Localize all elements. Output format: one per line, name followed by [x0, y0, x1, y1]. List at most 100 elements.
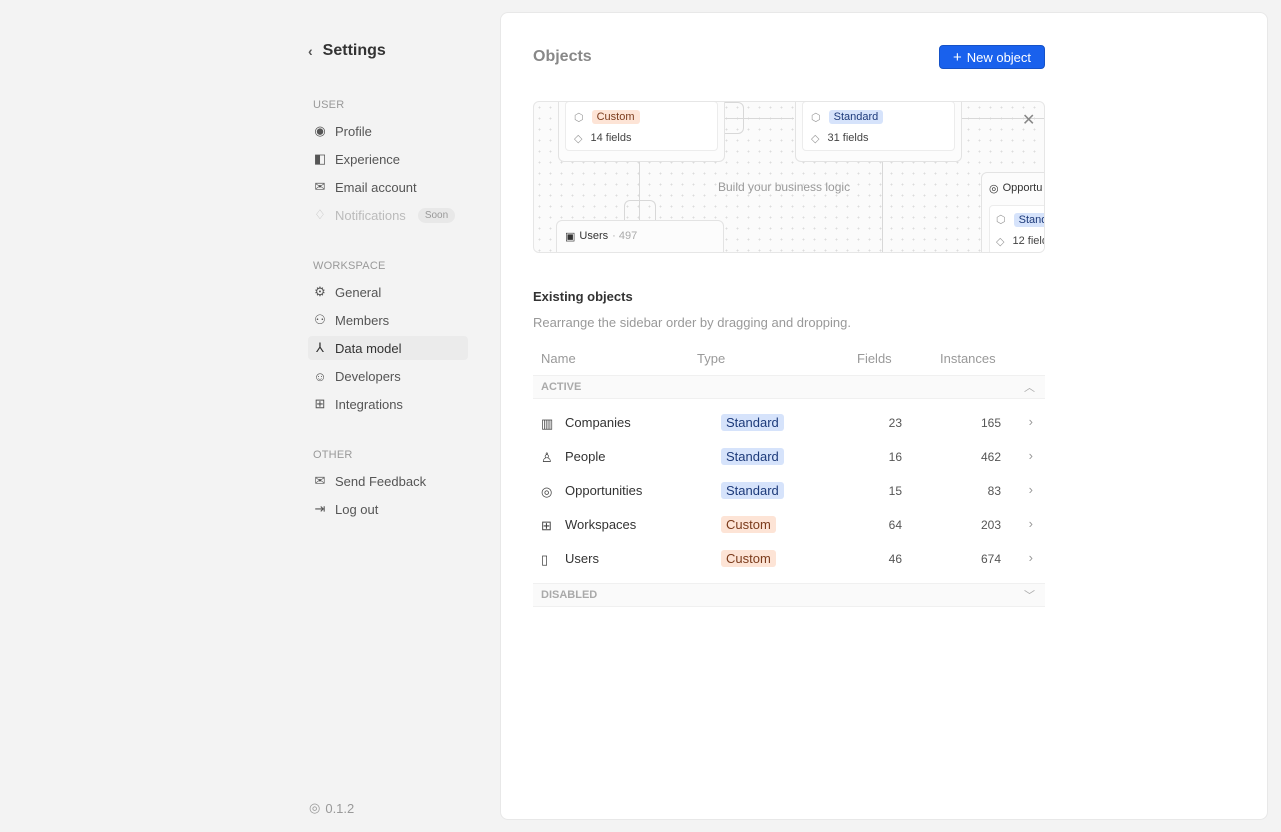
table-row[interactable]: ▥ Companies Standard 23 165 › [533, 406, 1045, 440]
table-row[interactable]: ♙ People Standard 16 462 › [533, 440, 1045, 474]
logout-icon: ⇥ [314, 501, 326, 516]
apps-icon: ⊞ [314, 396, 326, 411]
target-icon: ◎ [541, 484, 553, 499]
fields-count: 12 field [1012, 235, 1045, 247]
tag-icon: ◇ [811, 133, 820, 145]
sidebar-item-developers[interactable]: ☺ Developers [308, 364, 468, 388]
cube-icon: ⬡ [574, 111, 584, 124]
sidebar-item-label: Experience [335, 151, 401, 167]
type-badge: Standard [721, 482, 784, 499]
data-model-banner: ⬡ Custom ◇ 14 fields ⬡ Standard ◇ 31 fields … [533, 101, 1045, 253]
fields-count: 46 [888, 552, 902, 566]
card-name: Users [579, 230, 609, 242]
back-to-settings[interactable]: ‹ Settings [308, 42, 386, 60]
plus-icon: + [952, 48, 962, 66]
chevron-right-icon[interactable]: › [1028, 516, 1033, 531]
table-row[interactable]: ⊞ Workspaces Custom 64 203 › [533, 508, 1045, 542]
sidebar-item-label: Profile [335, 123, 372, 139]
col-name: Name [541, 351, 576, 366]
sidebar-item-notifications[interactable]: ♢ Notifications Soon [308, 203, 468, 227]
settings-title: Settings [322, 42, 386, 59]
sidebar-item-send-feedback[interactable]: ✉ Send Feedback [308, 469, 468, 493]
object-name: Opportunities [565, 483, 643, 498]
col-fields: Fields [857, 351, 892, 366]
group-active[interactable]: ACTIVE ︿ [533, 375, 1045, 399]
banner-card-custom: ⬡ Custom ◇ 14 fields [558, 102, 725, 162]
chevron-right-icon[interactable]: › [1028, 414, 1033, 429]
chevron-up-icon: ︿ [1024, 382, 1035, 394]
badge: Stand [1013, 213, 1044, 227]
tag-icon: ◇ [574, 133, 583, 145]
apps-icon: ⊞ [541, 518, 552, 533]
sidebar-item-label: General [335, 284, 382, 300]
version-label: 0.1.2 [325, 800, 355, 816]
instances-count: 83 [987, 484, 1001, 498]
robot-icon: ☺ [313, 368, 327, 384]
sidebar-item-log-out[interactable]: ⇥ Log out [308, 497, 468, 521]
section-workspace: WORKSPACE [313, 260, 386, 272]
user-icon: ♙ [541, 450, 553, 465]
bell-icon: ♢ [314, 207, 326, 222]
sidebar-item-general[interactable]: ⚙ General [308, 280, 468, 304]
instances-count: 165 [980, 416, 1001, 430]
hierarchy-icon: ⅄ [316, 340, 324, 355]
sidebar-item-label: Email account [335, 179, 417, 195]
fields-count: 31 fields [827, 132, 869, 144]
sidebar-item-experience[interactable]: ◧ Experience [308, 147, 468, 171]
section-other: OTHER [313, 449, 353, 461]
type-badge: Custom [721, 550, 776, 567]
soon-badge: Soon [417, 207, 456, 223]
color-swatch-icon: ◧ [313, 151, 327, 166]
target-icon: ◎ [989, 183, 999, 195]
table-row[interactable]: ◎ Opportunities Standard 15 83 › [533, 474, 1045, 508]
table-row[interactable]: ▯ Users Custom 46 674 › [533, 542, 1045, 576]
banner-card-users: ▣ Users · 497 [556, 220, 724, 252]
sidebar-item-profile[interactable]: ◉ Profile [308, 119, 468, 143]
sidebar-item-label: Notifications [335, 207, 406, 223]
group-label: ACTIVE [541, 381, 582, 393]
object-name: Users [565, 551, 599, 566]
chevron-right-icon[interactable]: › [1028, 482, 1033, 497]
building-icon: ▥ [541, 416, 554, 431]
sidebar-item-label: Send Feedback [335, 473, 427, 489]
col-type: Type [697, 351, 726, 366]
github-icon: ◎ [309, 800, 321, 815]
sidebar-item-integrations[interactable]: ⊞ Integrations [308, 392, 468, 416]
sidebar-item-label: Log out [335, 501, 379, 517]
object-name: Companies [565, 415, 631, 430]
mouse-icon: ▯ [541, 552, 549, 567]
close-icon[interactable]: ✕ [1022, 112, 1036, 129]
chevron-right-icon[interactable]: › [1028, 448, 1033, 463]
fields-count: 16 [888, 450, 902, 464]
sidebar-item-members[interactable]: ⚇ Members [308, 308, 468, 332]
user-circle-icon: ◉ [314, 123, 326, 138]
chevron-right-icon[interactable]: › [1028, 550, 1033, 565]
card-name: Opportu [1002, 182, 1043, 194]
sidebar-item-label: Developers [335, 368, 401, 384]
fields-count: 23 [888, 416, 902, 430]
fields-count: 15 [888, 484, 902, 498]
object-name: Workspaces [565, 517, 637, 532]
type-badge: Custom [721, 516, 776, 533]
id-card-icon: ▣ [565, 231, 576, 243]
group-disabled[interactable]: DISABLED ﹀ [533, 583, 1045, 607]
existing-objects-desc: Rearrange the sidebar order by dragging … [533, 315, 851, 330]
instances-count: 674 [980, 552, 1001, 566]
group-label: DISABLED [541, 589, 598, 601]
new-object-button[interactable]: + New object [939, 45, 1045, 69]
main-panel: Objects + New object ⬡ Custom ◇ 14 fields ⬡… [500, 12, 1268, 820]
gear-icon: ⚙ [314, 284, 326, 299]
object-name: People [565, 449, 606, 464]
section-user: USER [313, 99, 345, 111]
cube-icon: ⬡ [811, 111, 821, 124]
mail-icon: ✉ [314, 473, 326, 488]
instances-count: 203 [980, 518, 1001, 532]
new-object-label: New object [966, 49, 1032, 65]
sidebar-item-data-model[interactable]: ⅄ Data model [308, 336, 468, 360]
cube-icon: ⬡ [996, 214, 1006, 226]
chevron-left-icon: ‹ [308, 43, 313, 59]
sidebar-item-email-account[interactable]: ✉ Email account [308, 175, 468, 199]
sidebar-item-label: Data model [335, 340, 402, 356]
sidebar-item-label: Members [335, 312, 390, 328]
col-instances: Instances [940, 351, 996, 366]
